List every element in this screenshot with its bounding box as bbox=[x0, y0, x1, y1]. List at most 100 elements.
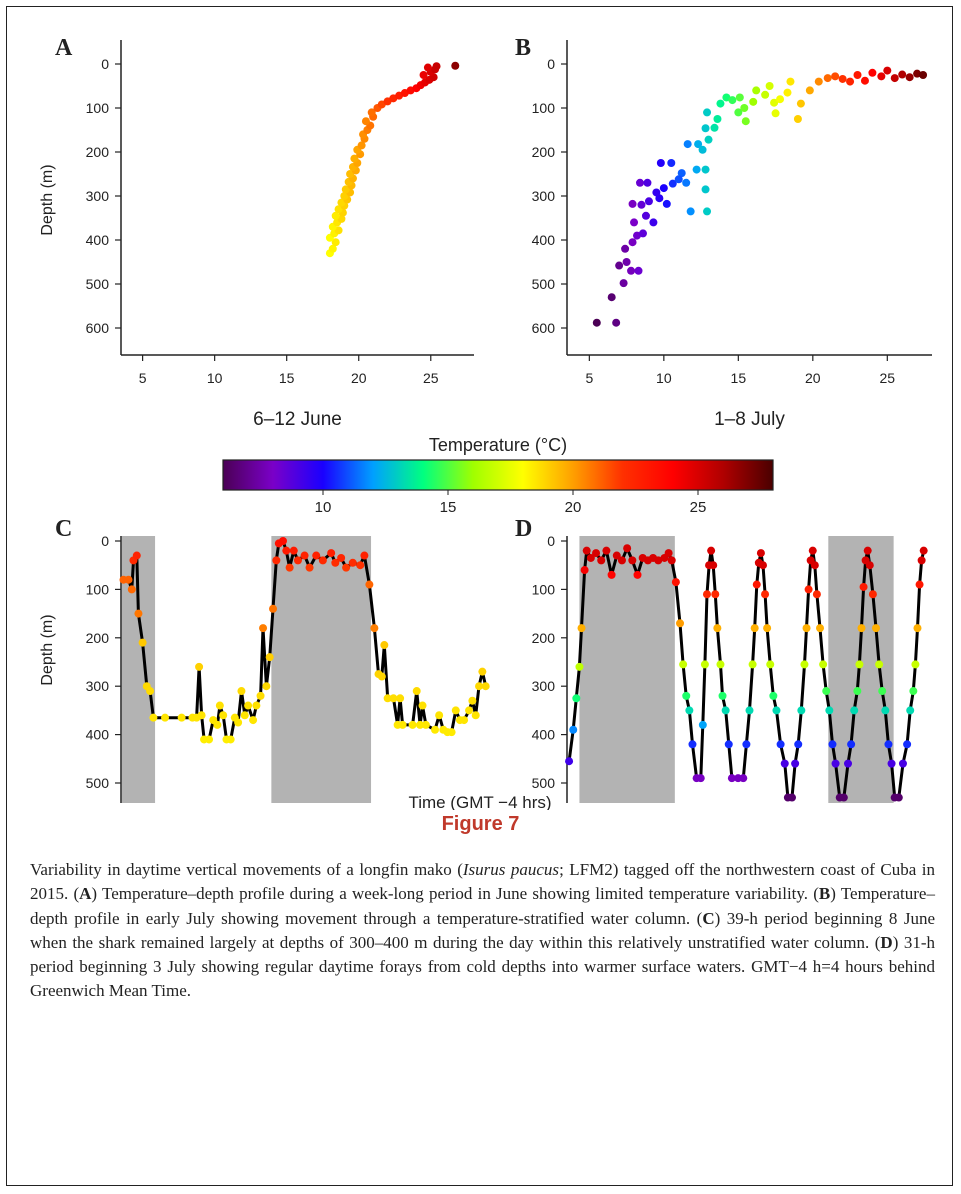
data-point bbox=[282, 546, 291, 555]
data-point bbox=[465, 706, 474, 715]
data-point bbox=[735, 93, 744, 102]
y-tick-label: 500 bbox=[86, 276, 110, 292]
data-point bbox=[357, 141, 366, 150]
y-tick-label: 100 bbox=[532, 100, 556, 116]
data-point bbox=[745, 706, 754, 715]
data-point bbox=[776, 740, 785, 749]
data-point bbox=[240, 711, 249, 720]
data-point bbox=[707, 546, 716, 555]
data-point bbox=[278, 537, 287, 545]
data-point bbox=[819, 660, 828, 669]
data-point bbox=[872, 624, 881, 633]
data-point bbox=[331, 211, 340, 220]
data-point bbox=[883, 66, 892, 75]
data-point bbox=[633, 570, 642, 579]
data-point bbox=[805, 86, 814, 95]
data-point bbox=[763, 624, 772, 633]
data-point bbox=[416, 720, 425, 729]
data-point bbox=[713, 624, 722, 633]
data-point bbox=[677, 169, 686, 178]
data-point bbox=[656, 159, 665, 167]
data-point bbox=[709, 561, 718, 570]
panel-letter: A bbox=[55, 35, 73, 61]
data-point bbox=[127, 585, 136, 594]
data-point bbox=[713, 115, 722, 123]
data-point bbox=[855, 660, 864, 669]
data-point bbox=[724, 740, 733, 749]
data-point bbox=[636, 178, 644, 187]
data-point bbox=[822, 687, 831, 696]
data-point bbox=[752, 580, 761, 589]
data-point bbox=[592, 549, 601, 558]
data-point bbox=[341, 185, 350, 194]
data-point bbox=[356, 561, 365, 570]
data-point bbox=[346, 170, 355, 178]
y-tick-label: 400 bbox=[532, 232, 556, 248]
data-point bbox=[739, 774, 748, 783]
data-point bbox=[367, 108, 376, 117]
data-point bbox=[877, 72, 886, 81]
data-point bbox=[786, 77, 795, 86]
data-point bbox=[623, 544, 632, 553]
x-tick-label: 5 bbox=[139, 370, 147, 386]
colorbar-tick-label: 20 bbox=[565, 499, 582, 516]
x-tick-label: 15 bbox=[731, 370, 747, 386]
data-point bbox=[337, 553, 346, 562]
caption-fragment: ; LFM2) tagged off the northwestern coas… bbox=[30, 860, 935, 904]
data-point bbox=[435, 711, 444, 720]
data-point bbox=[793, 115, 802, 123]
data-point bbox=[909, 687, 918, 696]
x-axis-label: 1–8 July bbox=[714, 409, 785, 430]
data-point bbox=[641, 211, 650, 220]
data-point bbox=[898, 759, 907, 768]
y-axis-label: Depth (m) bbox=[39, 614, 56, 685]
y-tick-label: 300 bbox=[532, 678, 556, 694]
data-point bbox=[748, 660, 757, 669]
data-point bbox=[701, 124, 710, 133]
data-point bbox=[360, 551, 369, 560]
data-point bbox=[919, 71, 928, 79]
x-tick-label: 25 bbox=[423, 370, 439, 386]
data-point bbox=[761, 90, 770, 99]
caption-fragment: Isurus paucus bbox=[462, 860, 560, 879]
data-point bbox=[619, 279, 628, 288]
data-point bbox=[312, 551, 321, 560]
data-point bbox=[688, 740, 697, 749]
data-point bbox=[727, 774, 736, 783]
data-point bbox=[447, 728, 456, 737]
data-point bbox=[451, 706, 460, 715]
data-point bbox=[146, 687, 155, 696]
data-point bbox=[704, 135, 713, 144]
data-point bbox=[370, 624, 379, 633]
panel-letter: B bbox=[515, 35, 531, 61]
data-point bbox=[868, 590, 877, 599]
data-point bbox=[772, 706, 781, 715]
data-point bbox=[468, 696, 477, 705]
night-shading bbox=[828, 536, 894, 803]
data-point bbox=[716, 660, 725, 669]
data-point bbox=[878, 687, 887, 696]
data-point bbox=[761, 590, 770, 599]
data-point bbox=[383, 694, 392, 703]
data-point bbox=[828, 740, 837, 749]
data-point bbox=[475, 682, 484, 691]
data-point bbox=[654, 556, 663, 565]
data-point bbox=[328, 244, 337, 253]
data-point bbox=[612, 318, 621, 327]
data-point bbox=[800, 660, 809, 669]
data-point bbox=[342, 563, 351, 572]
y-tick-label: 200 bbox=[532, 630, 556, 646]
data-point bbox=[272, 556, 281, 565]
data-point bbox=[331, 238, 340, 247]
data-point bbox=[917, 556, 926, 565]
x-tick-label: 25 bbox=[880, 370, 896, 386]
data-point bbox=[721, 706, 730, 715]
data-point bbox=[804, 585, 813, 594]
data-point bbox=[630, 218, 639, 227]
figure-caption: Variability in daytime vertical movement… bbox=[30, 858, 935, 1004]
data-point bbox=[289, 546, 298, 555]
data-point bbox=[421, 720, 430, 729]
y-tick-label: 500 bbox=[86, 775, 110, 791]
y-tick-label: 300 bbox=[86, 188, 110, 204]
data-point bbox=[750, 624, 759, 633]
